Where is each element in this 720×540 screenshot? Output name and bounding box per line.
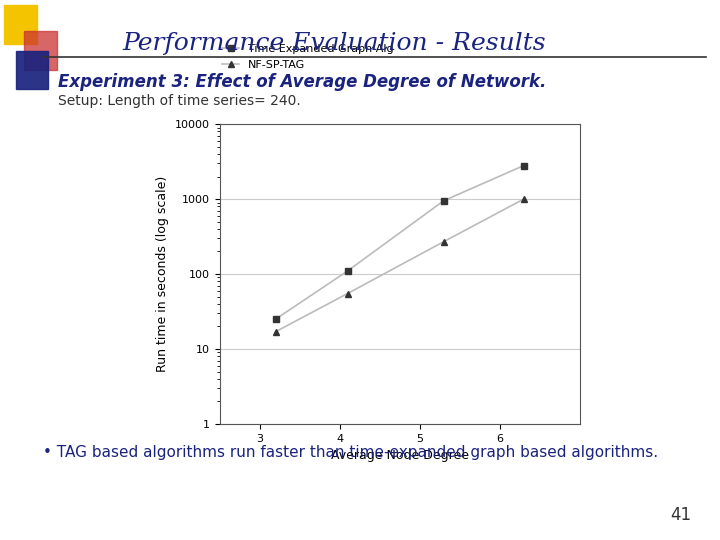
Line: Time Expanded Graph Alg: Time Expanded Graph Alg (272, 162, 527, 322)
Text: Experiment 3: Effect of Average Degree of Network.: Experiment 3: Effect of Average Degree o… (58, 73, 546, 91)
Y-axis label: Run time in seconds (log scale): Run time in seconds (log scale) (156, 176, 169, 372)
Bar (4, 5, 37, 44)
Time Expanded Graph Alg (439, 198, 448, 204)
Text: Setup: Length of time series= 240.: Setup: Length of time series= 240. (58, 94, 300, 109)
Text: • TAG based algorithms run faster than time-expanded graph based algorithms.: • TAG based algorithms run faster than t… (43, 446, 658, 461)
Time Expanded Graph Alg (519, 163, 528, 169)
Text: 41: 41 (670, 506, 691, 524)
NF-SP-TAG (439, 239, 448, 245)
Bar (24, 31, 57, 70)
Bar (16, 51, 48, 90)
Time Expanded Graph Alg (343, 268, 352, 274)
Line: NF-SP-TAG: NF-SP-TAG (272, 195, 527, 335)
NF-SP-TAG (271, 328, 280, 335)
Legend: Time Expanded Graph Alg, NF-SP-TAG: Time Expanded Graph Alg, NF-SP-TAG (218, 40, 398, 75)
Time Expanded Graph Alg (271, 316, 280, 322)
NF-SP-TAG (343, 291, 352, 297)
NF-SP-TAG (519, 196, 528, 202)
X-axis label: Average Node Degree: Average Node Degree (330, 449, 469, 462)
Text: Performance Evaluation - Results: Performance Evaluation - Results (122, 32, 546, 56)
